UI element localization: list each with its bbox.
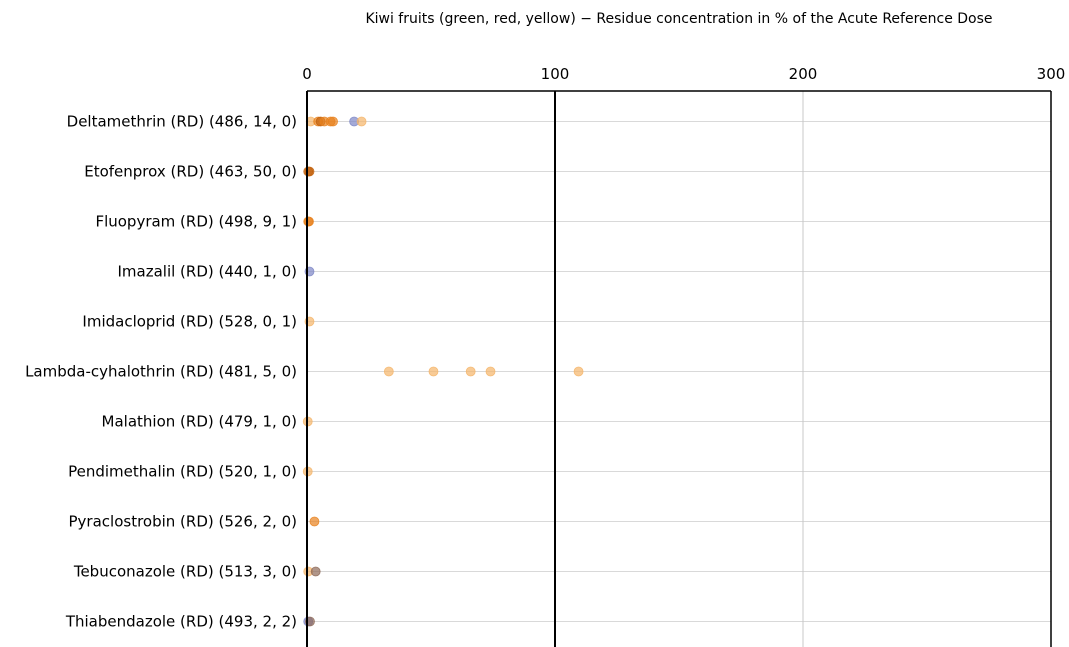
data-point bbox=[383, 366, 394, 377]
data-point bbox=[465, 366, 476, 377]
data-point bbox=[309, 516, 320, 527]
x-tick-label: 0 bbox=[302, 65, 312, 83]
chart-title: Kiwi fruits (green, red, yellow) − Resid… bbox=[365, 11, 992, 27]
y-category-label: Pendimethalin (RD) (520, 1, 0) bbox=[68, 463, 297, 481]
gridlines bbox=[307, 91, 1051, 647]
data-point bbox=[356, 116, 367, 127]
data-point bbox=[304, 216, 314, 227]
data-point bbox=[485, 366, 496, 377]
y-category-label: Thiabendazole (RD) (493, 2, 2) bbox=[65, 613, 297, 631]
x-axis-ticks: 0 100 200 300 bbox=[302, 65, 1065, 83]
y-category-label: Malathion (RD) (479, 1, 0) bbox=[102, 413, 297, 431]
data-point bbox=[428, 366, 439, 377]
data-point bbox=[573, 366, 584, 377]
y-axis-labels: Deltamethrin (RD) (486, 14, 0) Etofenprox… bbox=[25, 113, 297, 631]
y-category-label: Tebuconazole (RD) (513, 3, 0) bbox=[73, 563, 297, 581]
x-tick-label: 100 bbox=[541, 65, 570, 83]
y-category-label: Imazalil (RD) (440, 1, 0) bbox=[117, 263, 297, 281]
y-category-label: Pyraclostrobin (RD) (526, 2, 0) bbox=[69, 513, 298, 531]
plot-frame bbox=[306, 90, 1052, 647]
x-tick-label: 300 bbox=[1037, 65, 1066, 83]
y-category-label: Fluopyram (RD) (498, 9, 1) bbox=[95, 213, 297, 231]
y-category-label: Lambda-cyhalothrin (RD) (481, 5, 0) bbox=[25, 363, 297, 381]
data-point bbox=[310, 566, 321, 577]
y-category-label: Imidacloprid (RD) (528, 0, 1) bbox=[82, 313, 297, 331]
y-category-label: Etofenprox (RD) (463, 50, 0) bbox=[84, 163, 297, 181]
x-tick-label: 200 bbox=[789, 65, 818, 83]
data-point bbox=[328, 116, 338, 127]
y-category-label: Deltamethrin (RD) (486, 14, 0) bbox=[67, 113, 297, 131]
